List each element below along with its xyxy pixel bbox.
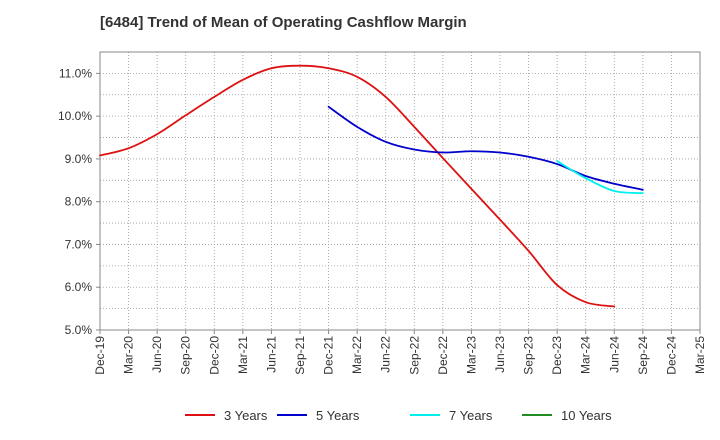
x-tick-label: Dec-23 xyxy=(550,336,564,375)
x-tick-label: Mar-25 xyxy=(693,336,707,374)
x-axis: Dec-19 Mar-20 Jun-20 Sep-20 Dec-20 Mar-21 Jun-… xyxy=(93,330,707,375)
x-tick-label: Jun-24 xyxy=(607,336,621,373)
series-line-7-years xyxy=(556,160,644,195)
x-tick-label: Sep-23 xyxy=(522,336,536,375)
series-line-3-years xyxy=(99,64,616,308)
x-tick-label: Dec-22 xyxy=(436,336,450,375)
x-tick-label: Jun-20 xyxy=(150,336,164,373)
legend: 3 Years 5 Years 7 Years 10 Years xyxy=(185,408,612,423)
x-tick-label: Jun-22 xyxy=(379,336,393,373)
x-tick-label: Sep-21 xyxy=(293,336,307,375)
x-tick-label: Sep-20 xyxy=(179,336,193,375)
grid-lines xyxy=(100,52,700,330)
y-tick-label: 8.0% xyxy=(65,195,93,209)
x-tick-label: Mar-22 xyxy=(350,336,364,374)
y-tick-label: 5.0% xyxy=(65,323,93,337)
x-tick-label: Jun-21 xyxy=(264,336,278,373)
x-tick-label: Dec-24 xyxy=(664,336,678,375)
x-tick-label: Mar-23 xyxy=(464,336,478,374)
plot-frame xyxy=(99,51,701,331)
legend-label: 3 Years xyxy=(224,408,268,423)
legend-label: 5 Years xyxy=(316,408,360,423)
y-tick-label: 10.0% xyxy=(58,109,92,123)
x-tick-label: Dec-20 xyxy=(207,336,221,375)
legend-label: 10 Years xyxy=(561,408,612,423)
x-tick-label: Dec-21 xyxy=(322,336,336,375)
x-tick-label: Jun-23 xyxy=(493,336,507,373)
y-axis: 5.0% 6.0% 7.0% 8.0% 9.0% 10.0% 11.0% xyxy=(58,66,100,337)
x-tick-label: Sep-24 xyxy=(636,336,650,375)
chart-title: [6484] Trend of Mean of Operating Cashfl… xyxy=(100,14,467,31)
y-tick-label: 6.0% xyxy=(65,280,93,294)
y-tick-label: 11.0% xyxy=(59,66,92,80)
y-tick-label: 9.0% xyxy=(65,152,93,166)
x-tick-label: Dec-19 xyxy=(93,336,107,375)
legend-label: 7 Years xyxy=(449,408,493,423)
x-tick-label: Mar-20 xyxy=(122,336,136,374)
x-tick-label: Mar-24 xyxy=(579,336,593,374)
series-lines xyxy=(99,64,644,308)
x-tick-label: Sep-22 xyxy=(407,336,421,375)
series-line-5-years xyxy=(327,105,644,191)
y-tick-label: 7.0% xyxy=(65,237,93,251)
x-tick-label: Mar-21 xyxy=(236,336,250,374)
